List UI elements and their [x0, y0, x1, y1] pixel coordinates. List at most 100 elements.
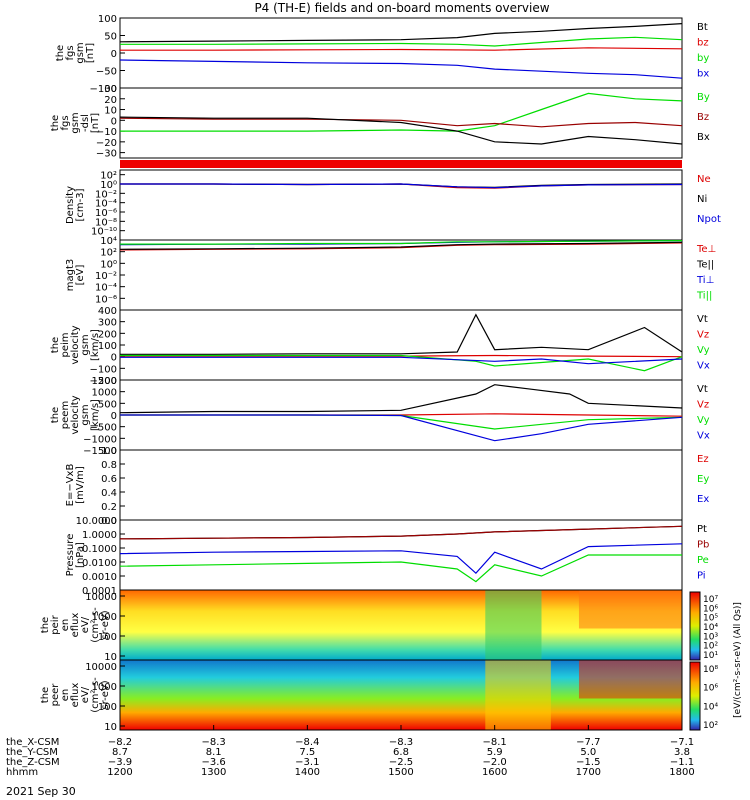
y-tick-label: 30: [104, 84, 117, 95]
y-tick-label: 10000: [85, 592, 117, 603]
panel-8: 10.0000 1.0000 0.1000 0.0100 0.0010 0.0001 Pre…: [65, 516, 709, 597]
y-tick-label: 1.0: [101, 446, 117, 457]
panel-frame-2: [119, 87, 683, 159]
panel-frame-5: [119, 309, 683, 381]
colorbar-tick: 10¹: [703, 651, 718, 661]
y-tick-label: −10: [96, 127, 117, 138]
series-line-Vy: [120, 354, 683, 372]
y-axis-label: eV/: [80, 616, 91, 633]
y-tick-label: 0.0001: [82, 586, 117, 597]
y-tick-label: 10⁻⁸: [95, 217, 117, 228]
y-tick-label: 10²: [100, 171, 117, 182]
y-tick-label: −30: [96, 149, 117, 160]
y-tick-label: 10⁻⁶: [95, 208, 117, 219]
series-line-Pe: [119, 554, 682, 583]
colorbar-tick: 10²: [703, 721, 718, 731]
series-line-Npot: [120, 183, 683, 189]
y-axis-label: (cm²-s-: [90, 607, 101, 643]
y-axis-label: the: [50, 337, 61, 353]
x-row-value: −1.1: [670, 757, 694, 768]
series-line-Bt: [119, 23, 683, 43]
y-tick-label: 100: [98, 14, 117, 25]
y-axis-label: [nPa]: [75, 542, 86, 568]
legend-entry: Ti⊥: [696, 275, 714, 286]
y-axis-label: eflux: [70, 613, 81, 638]
x-row-value: −3.9: [108, 757, 132, 768]
y-axis-label: en: [60, 619, 71, 632]
y-tick-label: 0.0: [101, 516, 117, 527]
x-row-value: 1400: [295, 767, 320, 778]
burst-bar: [120, 160, 682, 168]
legend-entry: Vt: [697, 314, 708, 325]
legend-entry: Vx: [697, 361, 710, 372]
heatmap-region: [485, 590, 542, 660]
y-tick-label: 100: [98, 341, 117, 352]
y-tick-label: 300: [98, 318, 117, 329]
panel-frame-3: [119, 169, 683, 241]
y-tick-label: 1500: [92, 376, 117, 387]
colorbar-tick: 10⁸: [703, 665, 718, 675]
y-axis-label: the: [50, 407, 61, 423]
y-tick-label: 0.2: [101, 502, 117, 513]
y-axis-label: peer: [50, 683, 61, 707]
y-axis-label: magt3: [65, 259, 76, 292]
y-axis-label: (cm²-s-: [90, 677, 101, 713]
colorbar-tick: 10⁴: [703, 702, 718, 712]
panel-7: 1.0 0.8 0.6 0.4 0.2 0.0 E=−VxB [mV/m] Ez Ey Ex: [65, 446, 709, 527]
colorbar-electron-bar: [689, 661, 701, 731]
y-tick-label: 100: [98, 632, 117, 643]
panel-10: 10000 1000 100 10 the peer en eflux eV/(cm²-s-sr…: [40, 659, 683, 733]
y-axis-label: velocity: [70, 395, 81, 434]
y-tick-label: 0: [111, 49, 117, 60]
x-row-label: the_X-CSM: [6, 737, 59, 748]
y-tick-label: −50: [96, 67, 117, 78]
figure-title: P4 (TH-E) fields and on-board moments ov…: [254, 1, 549, 15]
heatmap-region: [485, 660, 551, 730]
series-line-Pt: [119, 525, 683, 540]
y-axis-label: eflux: [70, 683, 81, 708]
x-row-value: −3.6: [202, 757, 226, 768]
y-axis-label: the: [40, 617, 51, 633]
y-tick-label: 1000: [92, 612, 117, 623]
x-row-value: −8.4: [295, 737, 319, 748]
x-row-label: hhmm: [6, 767, 38, 778]
legend-entry: Ey: [697, 474, 709, 485]
x-row-value: −8.2: [108, 737, 132, 748]
y-tick-label: −100: [90, 84, 117, 95]
colorbar-electron: 10⁸ 10⁶ 10⁴ 10²: [689, 661, 718, 731]
colorbar-tick: 10⁵: [703, 614, 718, 624]
colorbar-tick: 10³: [703, 632, 718, 642]
y-tick-label: 0.0100: [82, 558, 117, 569]
y-tick-label: −500: [90, 423, 117, 434]
series-line-Te||: [119, 241, 683, 250]
y-axis-label: -dsl: [80, 114, 91, 132]
colorbar-tick: 10⁷: [703, 595, 718, 605]
legend-entry: Pi: [697, 571, 706, 582]
y-axis-label: Pressure: [65, 534, 76, 577]
legend-entry: by: [697, 53, 709, 64]
y-tick-label: 10⁻⁴: [95, 283, 117, 294]
y-axis-label: Density: [65, 186, 76, 224]
series-line-Bx: [119, 116, 683, 145]
y-axis-label: [km/s]: [90, 329, 101, 361]
y-axis-label: peim: [60, 332, 71, 357]
legend-entry: Bt: [697, 22, 708, 33]
series-line-bz: [120, 47, 683, 51]
colorbar-label: [eV/(cm²-s-sr-eV) (All Qs)]: [733, 602, 743, 718]
y-tick-label: 10⁴: [100, 236, 117, 247]
y-tick-label: 10⁻⁶: [95, 294, 117, 305]
y-tick-label: −1000: [83, 434, 117, 445]
y-axis-label: gsm: [75, 42, 86, 63]
x-row-value: −3.1: [295, 757, 319, 768]
x-row-label: the_Z-CSM: [6, 757, 60, 768]
y-tick-label: 10: [104, 652, 117, 663]
panel-frame-4: [119, 239, 683, 311]
panel-9: 10000 1000 100 10 the peir en eflux eV/(cm²-s-sr…: [40, 589, 683, 663]
y-tick-label: −200: [90, 376, 117, 387]
x-row-value: 1200: [107, 767, 132, 778]
